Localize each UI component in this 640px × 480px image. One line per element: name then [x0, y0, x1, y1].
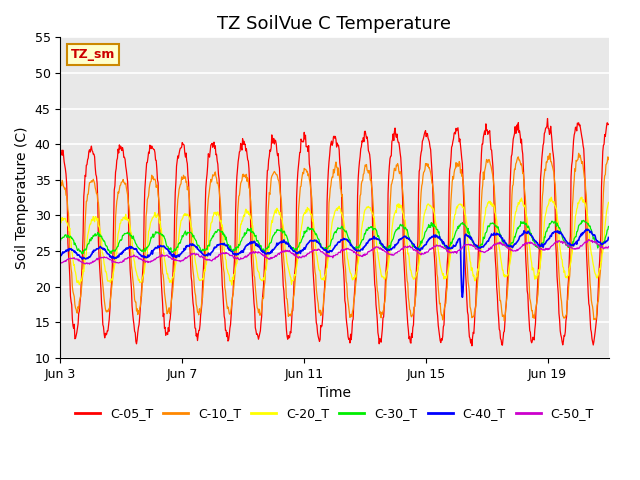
- Title: TZ SoilVue C Temperature: TZ SoilVue C Temperature: [218, 15, 451, 33]
- C-50_T: [286, 248, 294, 253]
- C-20_T: [500, 273, 508, 279]
- C-20_T: [56, 219, 64, 225]
- C-40_T: [256, 245, 264, 251]
- C-40_T: [285, 244, 293, 250]
- C-40_T: [367, 236, 375, 242]
- C-20_T: [76, 280, 84, 286]
- C-50_T: [76, 258, 84, 264]
- C-50_T: [257, 250, 264, 256]
- C-30_T: [76, 248, 84, 254]
- Line: C-40_T: C-40_T: [60, 229, 609, 297]
- C-30_T: [368, 225, 376, 230]
- C-50_T: [186, 253, 194, 259]
- C-05_T: [605, 121, 612, 127]
- C-05_T: [285, 335, 293, 341]
- C-20_T: [578, 194, 586, 200]
- C-50_T: [585, 237, 593, 242]
- C-50_T: [605, 244, 612, 250]
- C-30_T: [78, 251, 86, 257]
- C-05_T: [76, 300, 84, 305]
- C-40_T: [458, 294, 466, 300]
- Line: C-30_T: C-30_T: [60, 220, 609, 254]
- Line: C-10_T: C-10_T: [60, 153, 609, 321]
- C-10_T: [285, 312, 293, 317]
- C-30_T: [580, 217, 588, 223]
- C-50_T: [56, 260, 64, 266]
- C-10_T: [500, 318, 508, 324]
- Line: C-20_T: C-20_T: [60, 197, 609, 285]
- C-50_T: [368, 247, 376, 252]
- C-20_T: [368, 208, 376, 214]
- C-05_T: [543, 116, 551, 121]
- C-50_T: [86, 261, 93, 267]
- Legend: C-05_T, C-10_T, C-20_T, C-30_T, C-40_T, C-50_T: C-05_T, C-10_T, C-20_T, C-30_T, C-40_T, …: [70, 403, 599, 425]
- C-30_T: [500, 240, 508, 245]
- C-30_T: [56, 239, 64, 244]
- X-axis label: Time: Time: [317, 386, 351, 400]
- C-40_T: [56, 254, 64, 260]
- C-10_T: [499, 312, 507, 318]
- Line: C-50_T: C-50_T: [60, 240, 609, 264]
- C-20_T: [605, 200, 612, 205]
- C-40_T: [605, 235, 612, 240]
- C-40_T: [500, 239, 508, 244]
- C-20_T: [228, 282, 236, 288]
- C-50_T: [500, 241, 508, 247]
- C-40_T: [582, 227, 590, 232]
- C-30_T: [605, 224, 612, 229]
- C-30_T: [257, 243, 264, 249]
- C-05_T: [256, 331, 264, 336]
- C-20_T: [186, 215, 193, 220]
- C-10_T: [575, 150, 582, 156]
- C-20_T: [257, 276, 264, 282]
- C-40_T: [186, 243, 193, 249]
- C-30_T: [186, 229, 194, 235]
- C-05_T: [468, 343, 476, 349]
- C-05_T: [500, 329, 508, 335]
- C-05_T: [56, 149, 64, 155]
- C-10_T: [56, 180, 64, 186]
- C-10_T: [256, 312, 264, 318]
- C-40_T: [76, 254, 84, 260]
- Y-axis label: Soil Temperature (C): Soil Temperature (C): [15, 126, 29, 269]
- C-10_T: [367, 176, 375, 182]
- C-10_T: [76, 296, 84, 302]
- C-05_T: [186, 197, 193, 203]
- C-30_T: [286, 243, 294, 249]
- Line: C-05_T: C-05_T: [60, 119, 609, 346]
- Text: TZ_sm: TZ_sm: [71, 48, 116, 61]
- C-10_T: [186, 194, 193, 200]
- C-10_T: [605, 156, 612, 162]
- C-05_T: [367, 168, 375, 174]
- C-20_T: [286, 271, 294, 276]
